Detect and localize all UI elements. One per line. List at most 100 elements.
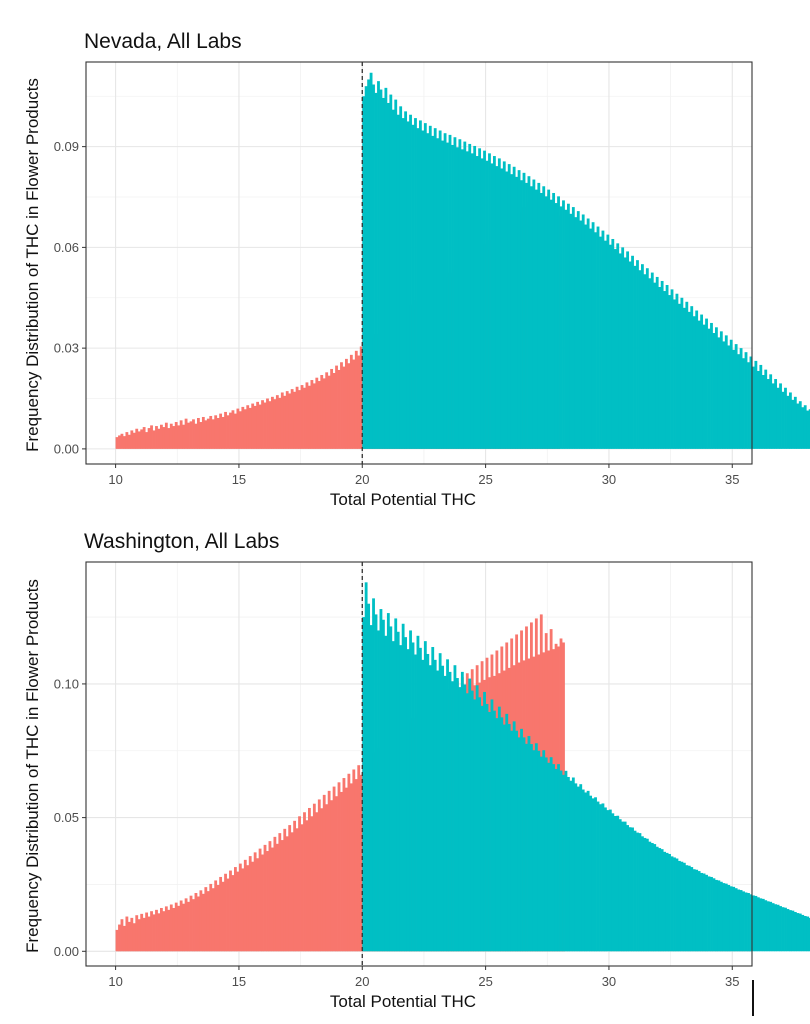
histogram-bar — [495, 718, 499, 952]
histogram-bar — [320, 808, 324, 952]
histogram-bar — [345, 787, 348, 952]
histogram-bar — [643, 837, 647, 952]
histogram-bar — [127, 921, 131, 952]
histogram-bar — [421, 659, 425, 952]
histogram-bar — [229, 870, 232, 952]
histogram-bar — [685, 301, 689, 449]
histogram-bar — [453, 137, 457, 449]
histogram-bar — [416, 635, 420, 952]
histogram-bar — [357, 765, 361, 952]
histogram-bar — [414, 118, 417, 449]
histogram-bar — [409, 114, 412, 449]
histogram-bar — [567, 203, 570, 449]
histogram-bar — [337, 782, 341, 952]
histogram-bar — [552, 764, 556, 952]
histogram-bar — [177, 905, 181, 952]
histogram-bar — [226, 415, 230, 449]
histogram-bar — [379, 609, 383, 952]
histogram-bar — [502, 161, 506, 449]
histogram-bar — [135, 915, 139, 952]
histogram-bar — [774, 379, 778, 449]
histogram-bar — [638, 270, 642, 449]
histogram-bar — [478, 697, 482, 952]
histogram-bar — [342, 778, 346, 952]
histogram-bar — [362, 96, 366, 449]
histogram-bar — [468, 678, 472, 952]
histogram-bar — [791, 399, 795, 449]
histogram-bar — [527, 176, 531, 449]
histogram-bar — [216, 417, 220, 449]
histogram-bar — [697, 320, 701, 449]
histogram-bar — [330, 800, 334, 952]
histogram-bar — [544, 196, 548, 449]
histogram-bar — [458, 139, 462, 449]
histogram-bar — [275, 395, 279, 449]
histogram-bar — [369, 625, 373, 952]
chart-panel-2: 10 15 20 25 30 35 0.00 0.05 0.10 Washington, All … — [23, 530, 810, 1011]
histogram-bar — [305, 382, 309, 449]
histogram-bar — [345, 358, 348, 449]
histogram-bar — [236, 408, 240, 449]
histogram-bar — [682, 862, 686, 952]
histogram-bar — [167, 428, 171, 449]
histogram-bar — [221, 881, 225, 952]
histogram-bar — [660, 280, 664, 449]
histogram-bar — [618, 253, 622, 449]
histogram-bar — [278, 397, 282, 449]
histogram-bar — [290, 389, 294, 449]
histogram-bar — [752, 366, 755, 449]
histogram-bar — [638, 833, 642, 952]
panel-border — [85, 61, 753, 465]
histogram-bar — [135, 428, 139, 449]
histogram-bar — [734, 888, 738, 952]
histogram-bar — [433, 659, 437, 952]
histogram-bar — [441, 665, 445, 952]
histogram-bar — [298, 390, 301, 449]
histogram-bar — [764, 369, 768, 449]
histogram-bar — [145, 912, 149, 952]
y-tick-label: 0.06 — [54, 240, 79, 255]
histogram-bar — [157, 428, 161, 449]
histogram-bar — [687, 865, 691, 952]
histogram-bar — [700, 872, 704, 952]
histogram-bar — [729, 339, 733, 449]
histogram-bar — [416, 128, 420, 449]
histogram-bar — [283, 828, 287, 952]
x-tick-label: 35 — [725, 974, 739, 989]
histogram-bar — [475, 685, 479, 952]
histogram-bar — [623, 257, 627, 449]
histogram-bar — [732, 886, 736, 952]
histogram-bar — [310, 380, 314, 449]
histogram-bar — [717, 337, 721, 449]
histogram-bar — [340, 362, 343, 449]
histogram-bar — [752, 895, 755, 952]
histogram-bar — [367, 79, 371, 449]
histogram-bar — [547, 189, 551, 449]
histogram-bar — [670, 856, 674, 952]
x-tick-label: 25 — [478, 974, 492, 989]
histogram-bar — [532, 179, 536, 449]
histogram-bar — [362, 617, 366, 952]
histogram-bar — [266, 851, 269, 952]
histogram-bar — [581, 214, 585, 449]
histogram-bar — [453, 665, 457, 952]
histogram-bar — [253, 405, 257, 449]
x-tick-label: 20 — [355, 472, 369, 487]
histogram-bar — [438, 653, 442, 952]
histogram-bar — [120, 433, 124, 449]
histogram-bar — [648, 841, 652, 952]
histogram-bar — [673, 857, 676, 952]
histogram-bar — [589, 795, 593, 952]
histogram-bar — [312, 803, 316, 952]
histogram-bar — [147, 916, 151, 952]
histogram-bar — [364, 582, 368, 952]
histogram-bar — [211, 888, 215, 952]
histogram-bar — [680, 861, 684, 952]
histogram-bar — [547, 762, 551, 952]
histogram-bar — [157, 913, 161, 952]
histogram-bar — [650, 843, 654, 952]
histogram-bar — [493, 710, 496, 952]
histogram-bar — [710, 322, 713, 449]
histogram-bar — [515, 176, 519, 449]
